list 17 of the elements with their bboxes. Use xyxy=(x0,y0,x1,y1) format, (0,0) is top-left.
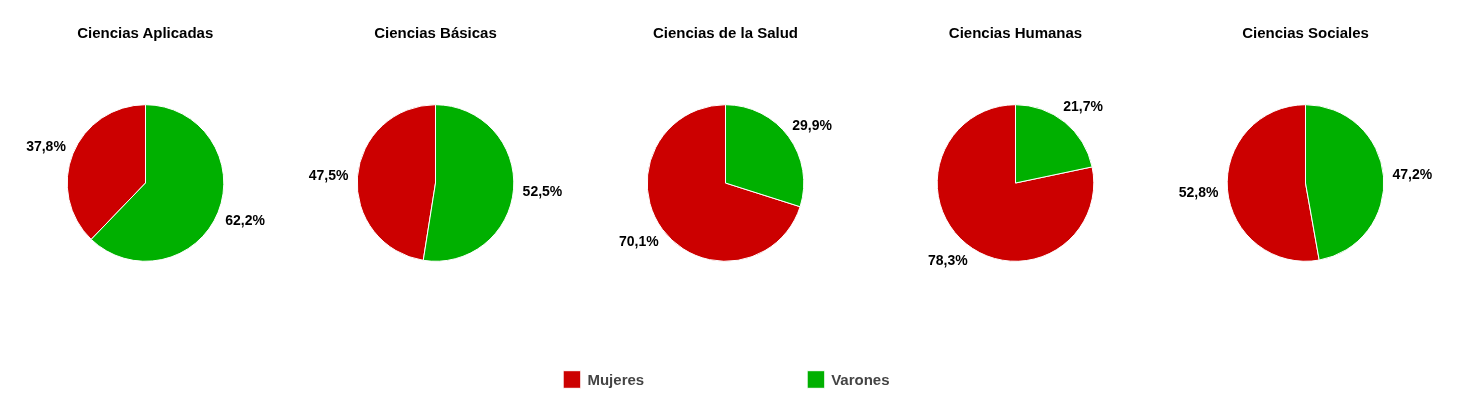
data-label: 47,5% xyxy=(308,167,349,184)
chart-title: Ciencias Básicas xyxy=(374,23,497,41)
data-label: 47,2% xyxy=(1392,166,1433,183)
data-label: 78,3% xyxy=(928,251,969,268)
data-label: 52,8% xyxy=(1178,183,1220,200)
data-label: 52,5% xyxy=(522,182,563,199)
data-label: 37,8% xyxy=(26,138,67,155)
legend-label: Varones xyxy=(831,370,890,388)
chart-title: Ciencias Sociales xyxy=(1242,23,1369,41)
data-label: 70,1% xyxy=(619,233,660,250)
data-label: 29,9% xyxy=(792,116,833,133)
chart-title: Ciencias Aplicadas xyxy=(77,23,214,41)
data-label: 62,2% xyxy=(225,211,266,228)
data-label: 21,7% xyxy=(1063,98,1104,115)
chart-title: Ciencias Humanas xyxy=(948,23,1083,41)
legend-label: Mujeres xyxy=(587,370,645,388)
chart-title: Ciencias de la Salud xyxy=(652,23,799,41)
